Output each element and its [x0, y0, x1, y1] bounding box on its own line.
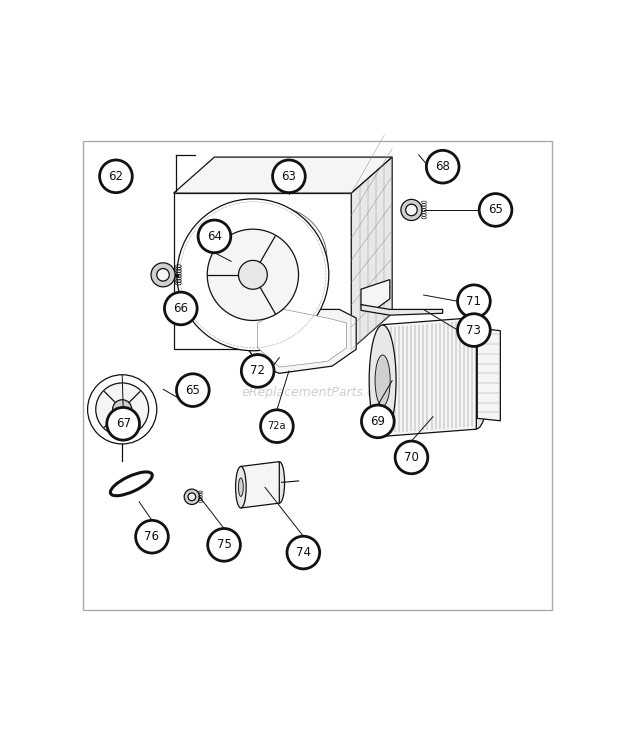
Circle shape	[405, 204, 417, 216]
Ellipse shape	[274, 461, 285, 503]
Circle shape	[264, 247, 286, 270]
Ellipse shape	[463, 318, 490, 429]
Polygon shape	[383, 318, 476, 437]
Text: 65: 65	[185, 384, 200, 397]
Circle shape	[247, 230, 304, 287]
Polygon shape	[241, 461, 280, 508]
Text: 68: 68	[435, 160, 450, 173]
Text: 73: 73	[466, 324, 481, 336]
Circle shape	[479, 193, 512, 226]
Polygon shape	[361, 280, 390, 310]
Circle shape	[188, 493, 196, 501]
Circle shape	[427, 150, 459, 183]
Polygon shape	[258, 310, 347, 367]
Text: eReplacementParts.com: eReplacementParts.com	[241, 386, 394, 399]
Circle shape	[113, 400, 132, 419]
Polygon shape	[174, 157, 392, 193]
Text: 69: 69	[370, 415, 385, 428]
Text: 72: 72	[250, 365, 265, 377]
Text: 65: 65	[488, 203, 503, 217]
Circle shape	[100, 160, 132, 193]
Text: 62: 62	[108, 170, 123, 183]
Text: 64: 64	[207, 230, 222, 243]
Circle shape	[395, 441, 428, 474]
Polygon shape	[477, 328, 500, 421]
Circle shape	[273, 160, 305, 193]
Ellipse shape	[236, 466, 246, 508]
Polygon shape	[174, 193, 352, 349]
Polygon shape	[248, 304, 356, 373]
Circle shape	[157, 269, 169, 281]
Circle shape	[458, 314, 490, 347]
Circle shape	[241, 355, 274, 387]
Circle shape	[361, 405, 394, 437]
Text: 66: 66	[174, 302, 188, 315]
Text: 67: 67	[116, 417, 131, 430]
Text: 70: 70	[404, 451, 419, 464]
Circle shape	[260, 410, 293, 443]
Circle shape	[87, 375, 157, 444]
Text: 63: 63	[281, 170, 296, 183]
Circle shape	[208, 528, 241, 561]
Circle shape	[224, 207, 327, 310]
Text: 74: 74	[296, 546, 311, 559]
Text: 71: 71	[466, 295, 481, 308]
Polygon shape	[352, 157, 392, 349]
Circle shape	[458, 285, 490, 318]
Circle shape	[287, 536, 320, 569]
Ellipse shape	[369, 325, 396, 436]
Circle shape	[136, 520, 168, 553]
Ellipse shape	[375, 355, 390, 406]
Circle shape	[401, 199, 422, 220]
Circle shape	[151, 263, 175, 287]
Circle shape	[198, 220, 231, 253]
Ellipse shape	[239, 478, 243, 496]
Circle shape	[95, 383, 149, 436]
Circle shape	[177, 373, 209, 406]
Circle shape	[107, 408, 140, 440]
Text: 72a: 72a	[268, 421, 286, 432]
Text: 76: 76	[144, 530, 159, 543]
Circle shape	[207, 229, 298, 321]
Circle shape	[177, 199, 329, 350]
Circle shape	[164, 292, 197, 325]
Text: 75: 75	[216, 539, 231, 551]
Circle shape	[184, 489, 200, 504]
Circle shape	[239, 260, 267, 289]
Polygon shape	[361, 304, 443, 315]
